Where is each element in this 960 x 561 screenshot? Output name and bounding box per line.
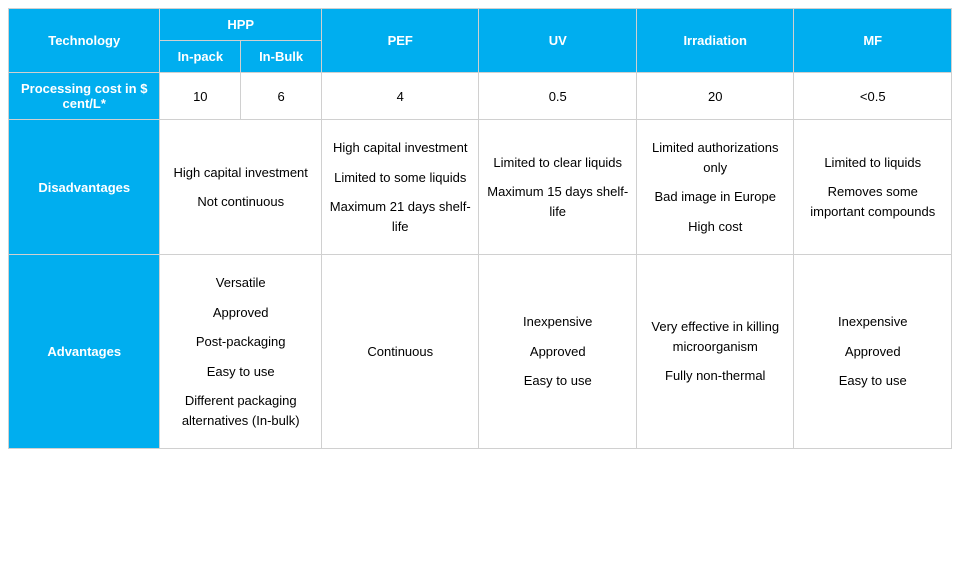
rowheader-disadv: Disadvantages bbox=[9, 120, 160, 255]
cell-adv-uv: InexpensiveApprovedEasy to use bbox=[479, 255, 637, 449]
cell-disadv-irr: Limited authorizations onlyBad image in … bbox=[636, 120, 794, 255]
cell-disadv-uv: Limited to clear liquidsMaximum 15 days … bbox=[479, 120, 637, 255]
cell-cost-uv: 0.5 bbox=[479, 73, 637, 120]
col-mf: MF bbox=[794, 9, 952, 73]
cell-disadv-hpp: High capital investmentNot continuous bbox=[160, 120, 322, 255]
col-uv: UV bbox=[479, 9, 637, 73]
cell-disadv-mf: Limited to liquidsRemoves some important… bbox=[794, 120, 952, 255]
col-irr: Irradiation bbox=[636, 9, 794, 73]
cell-cost-hpp-inpack: 10 bbox=[160, 73, 241, 120]
cell-cost-hpp-inbulk: 6 bbox=[241, 73, 322, 120]
cell-cost-mf: <0.5 bbox=[794, 73, 952, 120]
rowheader-adv: Advantages bbox=[9, 255, 160, 449]
col-hpp: HPP bbox=[160, 9, 322, 41]
row-advantages: Advantages VersatileApprovedPost-packagi… bbox=[9, 255, 952, 449]
cell-cost-irr: 20 bbox=[636, 73, 794, 120]
comparison-table: Technology HPP PEF UV Irradiation MF In-… bbox=[8, 8, 952, 449]
rowheader-cost: Processing cost in $ cent/L* bbox=[9, 73, 160, 120]
col-technology: Technology bbox=[9, 9, 160, 73]
col-pef: PEF bbox=[321, 9, 479, 73]
cell-adv-irr: Very effective in killing microorganismF… bbox=[636, 255, 794, 449]
row-disadvantages: Disadvantages High capital investmentNot… bbox=[9, 120, 952, 255]
cell-adv-pef: Continuous bbox=[321, 255, 479, 449]
col-hpp-inbulk: In-Bulk bbox=[241, 41, 322, 73]
cell-adv-hpp: VersatileApprovedPost-packagingEasy to u… bbox=[160, 255, 322, 449]
table-header-row-1: Technology HPP PEF UV Irradiation MF bbox=[9, 9, 952, 41]
col-hpp-inpack: In-pack bbox=[160, 41, 241, 73]
cell-disadv-pef: High capital investmentLimited to some l… bbox=[321, 120, 479, 255]
cell-adv-mf: InexpensiveApprovedEasy to use bbox=[794, 255, 952, 449]
row-cost: Processing cost in $ cent/L* 10 6 4 0.5 … bbox=[9, 73, 952, 120]
cell-cost-pef: 4 bbox=[321, 73, 479, 120]
